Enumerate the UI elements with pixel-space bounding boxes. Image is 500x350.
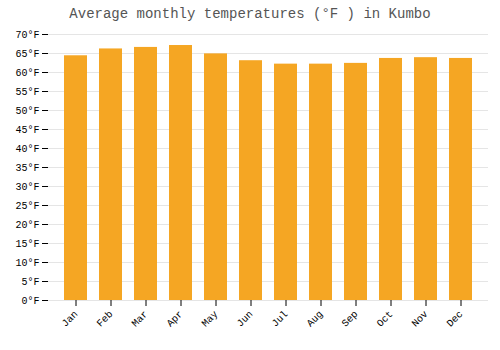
svg-text:25°F: 25°F	[15, 201, 39, 212]
svg-text:Jun: Jun	[235, 309, 256, 330]
svg-text:Jan: Jan	[60, 309, 81, 330]
svg-text:20°F: 20°F	[15, 220, 39, 231]
svg-text:15°F: 15°F	[15, 239, 39, 250]
svg-text:Dec: Dec	[445, 309, 466, 330]
svg-text:65°F: 65°F	[15, 49, 39, 60]
svg-text:50°F: 50°F	[15, 106, 39, 117]
svg-text:Sep: Sep	[340, 309, 361, 330]
svg-text:70°F: 70°F	[15, 30, 39, 41]
svg-text:30°F: 30°F	[15, 182, 39, 193]
svg-text:May: May	[200, 309, 221, 330]
svg-text:35°F: 35°F	[15, 163, 39, 174]
svg-text:0°F: 0°F	[21, 296, 39, 307]
svg-text:55°F: 55°F	[15, 87, 39, 98]
svg-text:60°F: 60°F	[15, 68, 39, 79]
svg-text:40°F: 40°F	[15, 144, 39, 155]
svg-text:Aug: Aug	[305, 309, 326, 330]
svg-text:Feb: Feb	[95, 309, 116, 330]
html-text:Average monthly temperatures (: Average monthly temperatures (°F ) in Ku…	[69, 6, 431, 22]
svg-text:Apr: Apr	[165, 309, 186, 330]
svg-text:10°F: 10°F	[15, 258, 39, 269]
svg-text:Jul: Jul	[270, 309, 291, 330]
svg-text:45°F: 45°F	[15, 125, 39, 136]
svg-text:Oct: Oct	[375, 309, 396, 330]
svg-text:Nov: Nov	[410, 309, 431, 330]
svg-text:Mar: Mar	[130, 309, 151, 330]
svg-text:5°F: 5°F	[21, 277, 39, 288]
